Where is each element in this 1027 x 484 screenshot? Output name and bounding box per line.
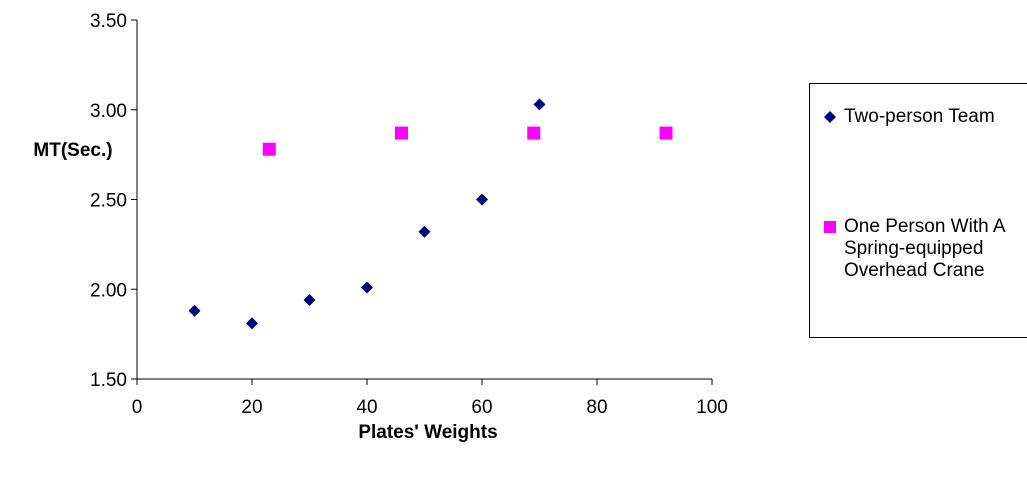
y-tick-label: 3.50 <box>90 11 127 32</box>
y-tick-label: 3.00 <box>90 101 127 122</box>
y-tick-label: 1.50 <box>90 370 127 391</box>
y-tick-label: 2.00 <box>90 280 127 301</box>
x-axis-title: Plates' Weights <box>358 422 497 443</box>
data-point-one-person-crane <box>659 126 673 140</box>
legend-item-one-person-crane: One Person With A Spring-equipped Overhe… <box>824 216 1027 282</box>
data-point-one-person-crane <box>527 126 541 140</box>
x-tick-label: 40 <box>356 397 377 418</box>
y-tick-label: 2.50 <box>90 191 127 212</box>
square-marker-icon <box>824 221 836 233</box>
y-ticks: 1.50 2.00 2.50 3.00 3.50 <box>90 11 137 391</box>
legend-label: Two-person Team <box>844 106 995 127</box>
data-point-one-person-crane <box>262 142 276 156</box>
data-point-two-person-team <box>418 225 431 238</box>
x-tick-label: 0 <box>132 397 143 418</box>
data-point-two-person-team <box>361 281 373 294</box>
legend: Two-person Team One Person With A Spring… <box>809 83 1027 338</box>
x-ticks: 0 20 40 60 80 100 <box>132 379 728 418</box>
legend-label: One Person With A Spring-equipped Overhe… <box>844 216 1005 281</box>
data-point-two-person-team <box>476 193 488 206</box>
data-point-two-person-team <box>188 304 201 317</box>
legend-item-two-person-team: Two-person Team <box>824 106 1027 128</box>
x-tick-label: 80 <box>586 397 607 418</box>
axes <box>136 20 712 380</box>
x-tick-label: 100 <box>696 397 728 418</box>
y-axis-title: MT(Sec.) <box>33 140 112 161</box>
diamond-marker-icon <box>824 111 836 123</box>
data-point-two-person-team <box>303 294 316 307</box>
data-point-two-person-team <box>533 98 546 111</box>
data-point-two-person-team <box>246 317 258 330</box>
x-tick-label: 20 <box>241 397 262 418</box>
data-points <box>188 98 673 330</box>
data-point-one-person-crane <box>395 126 408 140</box>
x-tick-label: 60 <box>471 397 492 418</box>
